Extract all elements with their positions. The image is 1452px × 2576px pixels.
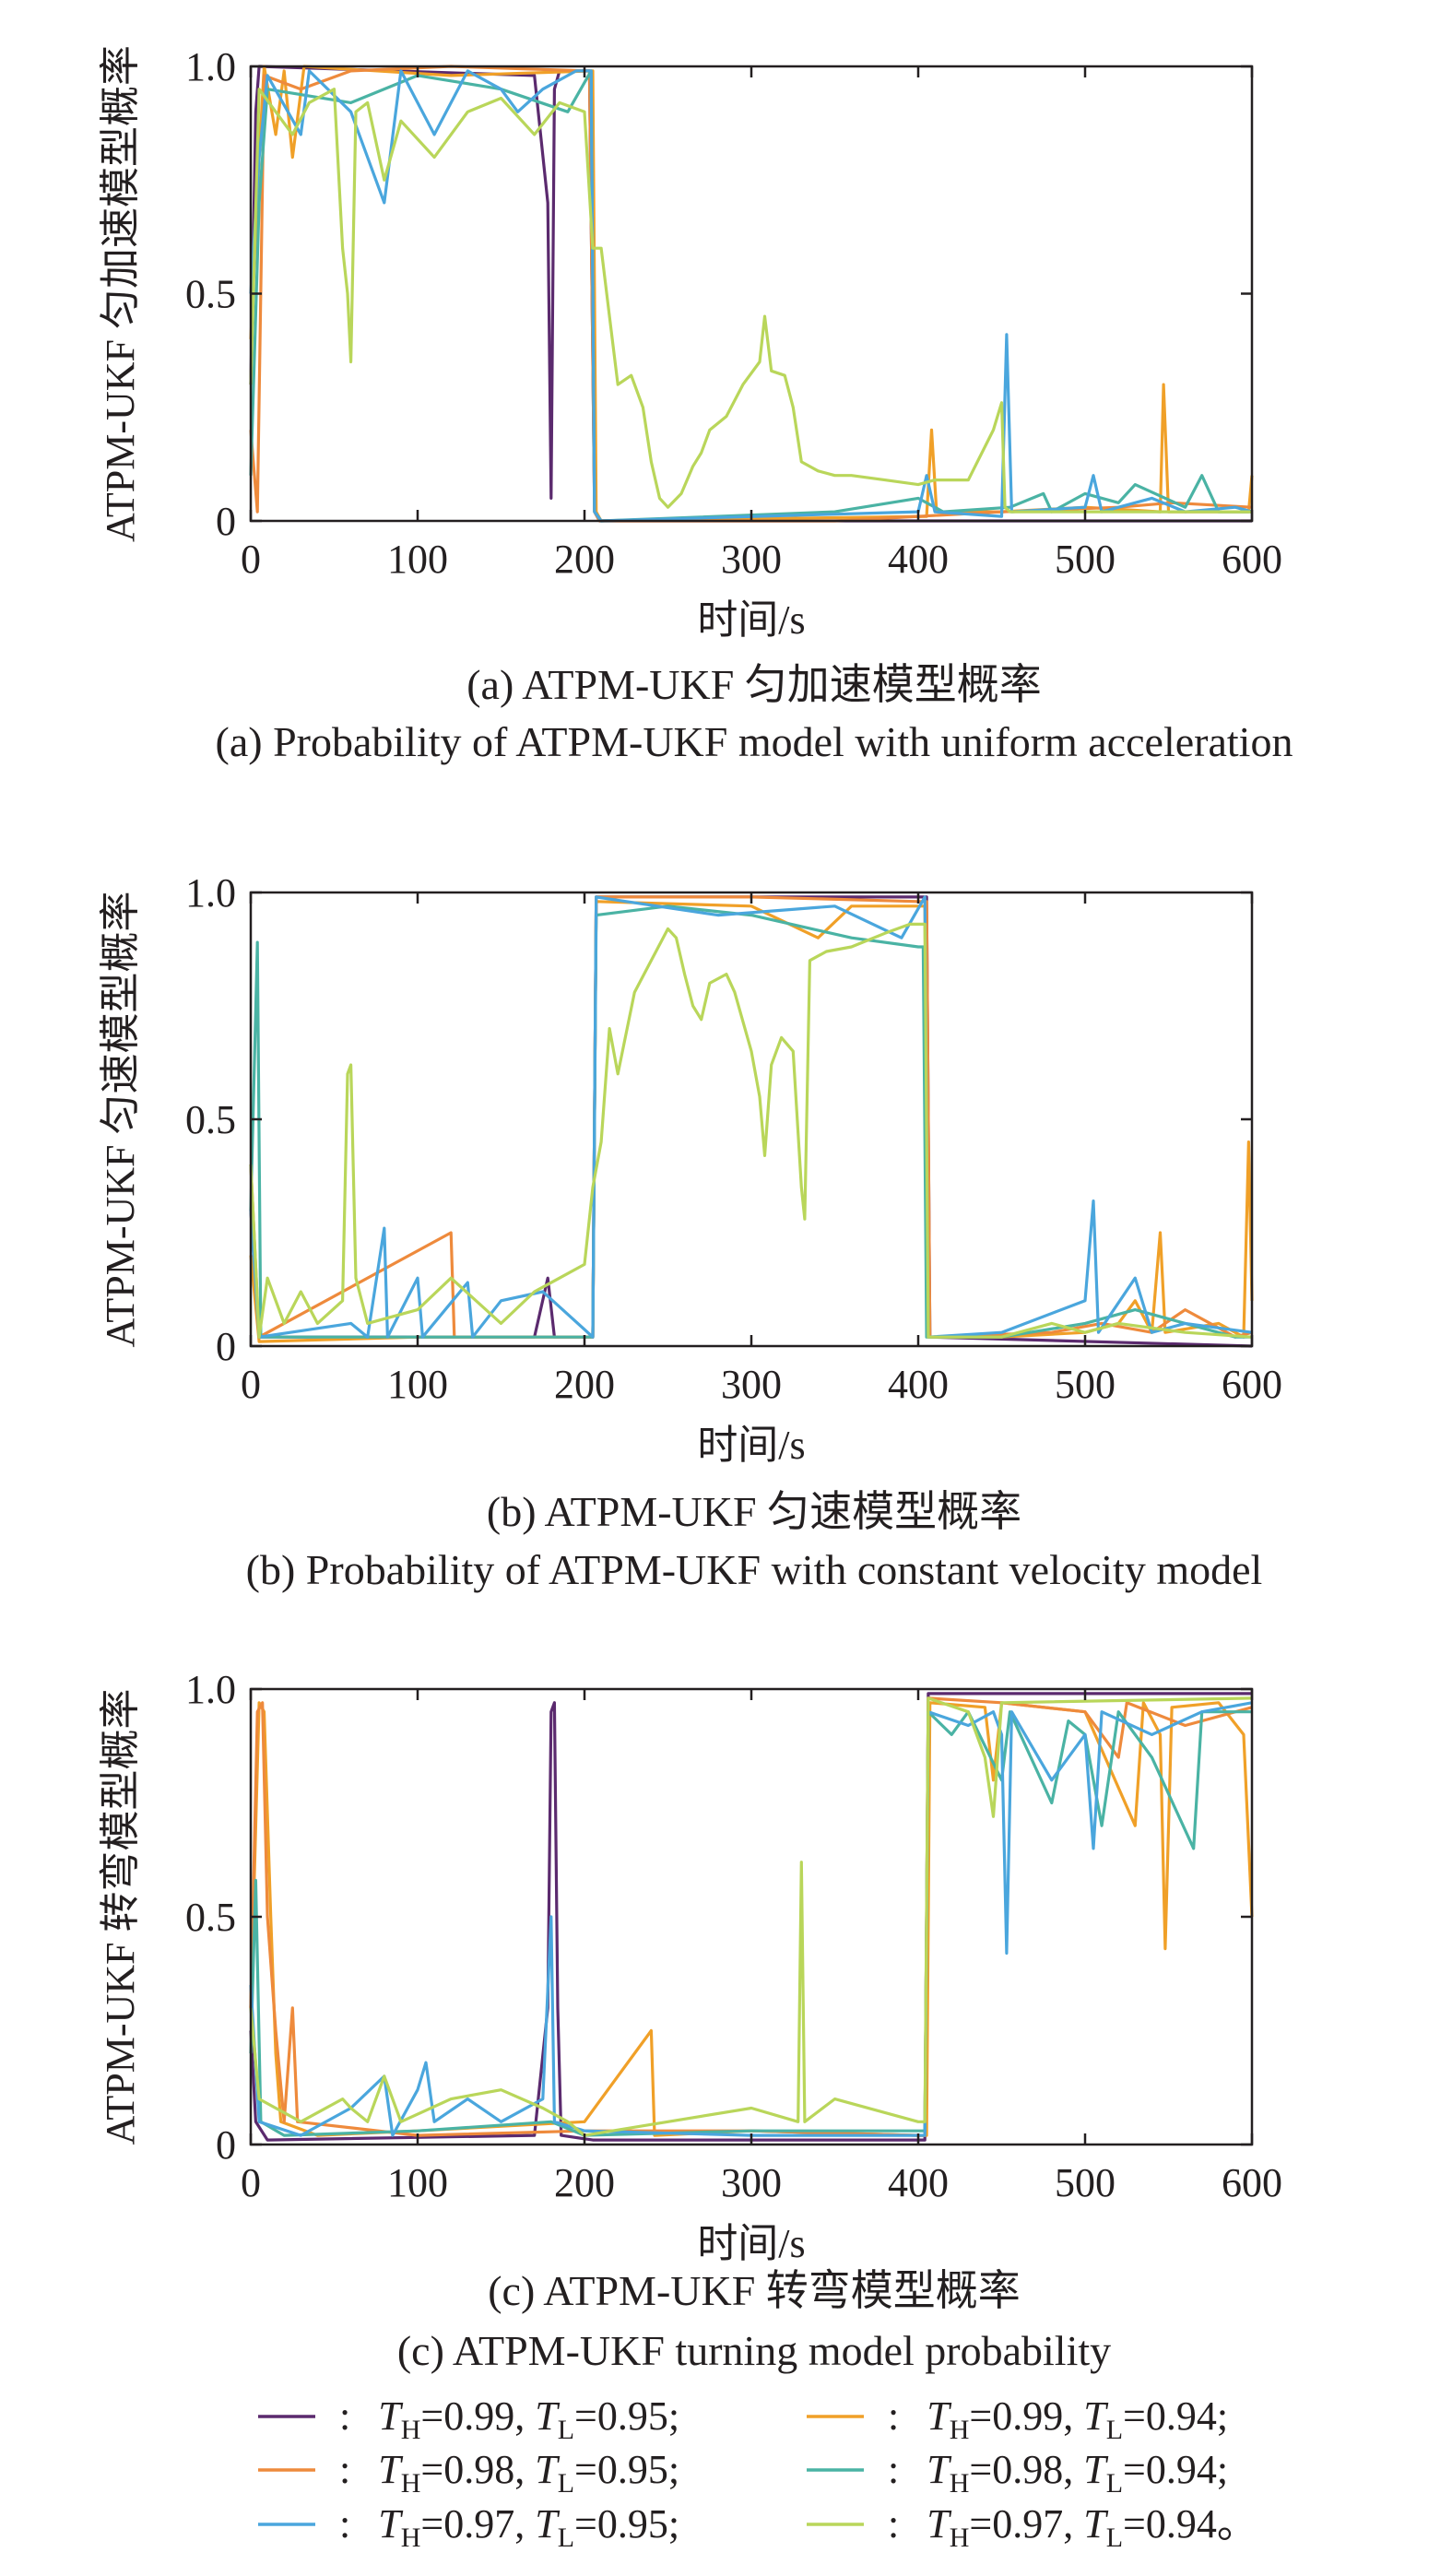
legend-item: : TH=0.99, TL=0.94; (807, 2393, 1228, 2445)
series-group (249, 1692, 1254, 2142)
x-tick-label: 500 (1055, 537, 1116, 582)
x-tick-label: 0 (241, 537, 261, 582)
series-line-s6 (249, 88, 1252, 514)
x-axis-label: 时间/s (697, 597, 805, 643)
series-line-s3 (249, 65, 1253, 523)
x-tick-label: 300 (721, 537, 782, 582)
chart-panel-1: 0 100 200 300 400 500 600 0 0.5 1.0 时间/s ATPM-UKF 匀… (98, 870, 1282, 1593)
caption-en: (a) Probability of ATPM-UKF model with u… (216, 718, 1293, 765)
legend: : TH=0.99, TL=0.95;: TH=0.99, TL=0.94;: TH=… (258, 2393, 1257, 2553)
chart-panel-2: 0 100 200 300 400 500 600 0 0.5 1.0 时间/s ATPM-UKF 转… (98, 1667, 1282, 2374)
plot-frame (249, 65, 1254, 523)
legend-item: : TH=0.98, TL=0.94; (807, 2447, 1228, 2499)
x-tick-label: 600 (1222, 537, 1282, 582)
plot-frame (249, 891, 1254, 1348)
series-group (249, 895, 1254, 1348)
x-tick-label: 600 (1222, 1362, 1282, 1407)
x-tick-label: 0 (241, 2160, 261, 2205)
caption-cn: (c) ATPM-UKF 转弯模型概率 (488, 2267, 1021, 2314)
series-line-s6 (249, 922, 1253, 1339)
plot-frame (249, 1687, 1254, 2146)
legend-item: : TH=0.98, TL=0.95; (258, 2447, 679, 2499)
series-line-s3 (249, 895, 1253, 1339)
x-tick-label: 100 (387, 1362, 448, 1407)
y-tick-label: 0 (216, 499, 236, 544)
x-tick-label: 500 (1055, 1362, 1116, 1407)
series-line-s6 (249, 1696, 1253, 2137)
legend-item: : TH=0.99, TL=0.95; (258, 2393, 679, 2445)
x-tick-label: 400 (888, 537, 949, 582)
series-line-s1 (249, 65, 1252, 523)
x-tick-label: 500 (1055, 2160, 1116, 2205)
y-tick-label: 0.5 (185, 272, 236, 317)
series-line-s5 (249, 1701, 1253, 2137)
legend-label: : TH=0.97, TL=0.94。 (888, 2501, 1257, 2553)
x-tick-label: 200 (554, 537, 615, 582)
series-line-s1 (249, 895, 1253, 1348)
y-tick-label: 1.0 (185, 44, 236, 89)
series-line-s2 (249, 1701, 1254, 2137)
legend-label: : TH=0.98, TL=0.94; (888, 2447, 1228, 2499)
legend-item: : TH=0.97, TL=0.95; (258, 2501, 679, 2553)
legend-label: : TH=0.99, TL=0.94; (888, 2393, 1228, 2445)
x-tick-label: 300 (721, 2160, 782, 2205)
series-line-s2 (249, 900, 1254, 1343)
series-line-s5 (249, 69, 1253, 523)
y-tick-label: 0.5 (185, 1097, 236, 1142)
x-tick-label: 400 (888, 1362, 949, 1407)
series-line-s5 (249, 895, 1253, 1339)
series-group (249, 65, 1254, 523)
x-tick-label: 600 (1222, 2160, 1282, 2205)
y-tick-label: 1.0 (185, 870, 236, 916)
series-line-s4 (249, 69, 1252, 523)
series-line-s4 (249, 1710, 1252, 2137)
y-tick-label: 0.5 (185, 1895, 236, 1940)
y-axis-label: ATPM-UKF 匀加速模型概率 (98, 45, 143, 542)
caption-cn: (a) ATPM-UKF 匀加速模型概率 (466, 661, 1042, 708)
x-tick-label: 0 (241, 1362, 261, 1407)
series-line-s1 (249, 1692, 1252, 2142)
caption-en: (b) Probability of ATPM-UKF with constan… (246, 1546, 1263, 1593)
legend-label: : TH=0.97, TL=0.95; (339, 2501, 679, 2553)
legend-label: : TH=0.99, TL=0.95; (339, 2393, 679, 2445)
x-tick-label: 100 (387, 2160, 448, 2205)
chart-panel-0: 0 100 200 300 400 500 600 0 0.5 1.0 时间/s ATPM-UKF 匀… (98, 44, 1293, 765)
x-tick-label: 100 (387, 537, 448, 582)
y-axis-label: ATPM-UKF 匀速模型概率 (98, 891, 143, 1347)
caption-cn: (b) ATPM-UKF 匀速模型概率 (487, 1488, 1021, 1535)
legend-label: : TH=0.98, TL=0.95; (339, 2447, 679, 2499)
caption-en: (c) ATPM-UKF turning model probability (397, 2327, 1111, 2374)
y-tick-label: 1.0 (185, 1667, 236, 1712)
x-tick-label: 200 (554, 1362, 615, 1407)
y-axis-label: ATPM-UKF 转弯模型概率 (98, 1688, 143, 2145)
x-tick-label: 200 (554, 2160, 615, 2205)
series-line-s3 (249, 1696, 1253, 2137)
x-axis-label: 时间/s (697, 1423, 805, 1468)
x-tick-label: 300 (721, 1362, 782, 1407)
y-tick-label: 0 (216, 2122, 236, 2168)
series-line-s2 (249, 65, 1254, 523)
y-tick-label: 0 (216, 1324, 236, 1369)
x-axis-label: 时间/s (697, 2221, 805, 2266)
x-tick-label: 400 (888, 2160, 949, 2205)
series-line-s4 (249, 904, 1252, 1339)
legend-item: : TH=0.97, TL=0.94。 (807, 2501, 1257, 2553)
